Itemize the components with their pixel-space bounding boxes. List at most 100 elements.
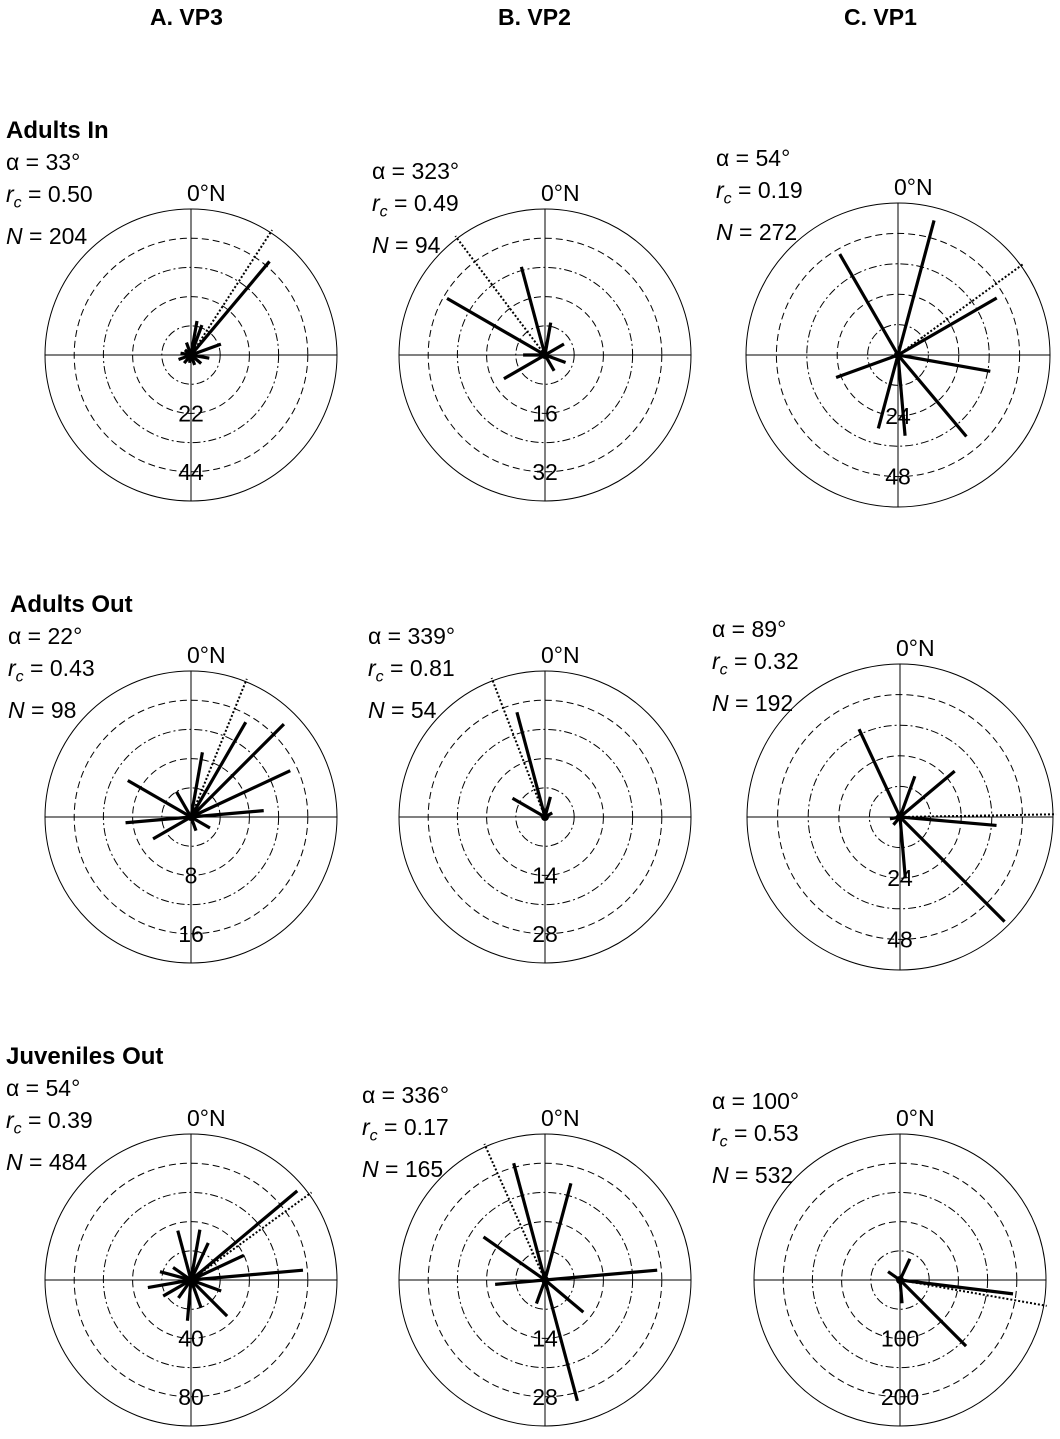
direction-bar xyxy=(189,324,204,356)
column-heading-vp3: A. VP3 xyxy=(150,4,223,30)
n-stat: N = 272 xyxy=(716,218,798,245)
center-point xyxy=(541,351,549,359)
stats-juveniles-out-vp3: α = 54° rc = 0.39 N = 484 xyxy=(6,1072,93,1178)
mean-direction-line xyxy=(897,263,1025,356)
polar-plot-adults-out-vp3: 0°N 8 16 xyxy=(44,642,338,964)
alpha-stat: α = 54° xyxy=(6,1075,81,1101)
ring-label: 80 xyxy=(178,1384,204,1410)
alpha-stat: α = 89° xyxy=(712,616,787,642)
center-point xyxy=(894,351,902,359)
direction-bar xyxy=(189,1242,210,1281)
direction-bar xyxy=(898,815,1006,923)
direction-bar xyxy=(189,1189,299,1282)
direction-bar xyxy=(189,722,286,819)
direction-bar xyxy=(190,1268,304,1282)
direction-bar xyxy=(190,769,291,819)
direction-bar xyxy=(898,1278,968,1348)
direction-bar xyxy=(899,815,997,828)
north-label: 0°N xyxy=(541,180,580,206)
direction-bar xyxy=(190,1253,245,1282)
polar-plot-adults-in-vp1: 0°N 24 48 xyxy=(745,174,1051,508)
direction-bar xyxy=(185,1279,193,1321)
n-stat: N = 98 xyxy=(8,696,77,723)
direction-bar xyxy=(838,253,900,356)
alpha-stat: α = 323° xyxy=(372,158,460,184)
n-stat: N = 54 xyxy=(368,696,437,723)
ring-label: 40 xyxy=(178,1325,204,1351)
ring-label: 200 xyxy=(881,1384,919,1410)
stats-adults-in-vp3: α = 33° rc = 0.50 N = 204 xyxy=(6,146,93,252)
direction-bar xyxy=(189,752,204,818)
polar-plot-adults-out-vp2: 0°N 14 28 xyxy=(398,642,692,964)
direction-bar xyxy=(544,1268,658,1282)
rc-stat: rc = 0.19 xyxy=(716,177,803,208)
north-label: 0°N xyxy=(541,642,580,668)
polar-plot-juveniles-out-vp2: 0°N 14 28 xyxy=(398,1105,692,1427)
n-stat: N = 192 xyxy=(712,689,794,716)
ring-label: 14 xyxy=(532,862,558,888)
direction-bar xyxy=(543,1279,579,1402)
direction-bar xyxy=(896,220,936,356)
mean-direction-line xyxy=(454,235,546,356)
alpha-stat: α = 22° xyxy=(8,623,83,649)
polar-plot-juveniles-out-vp1: 0°N 100 200 xyxy=(753,1105,1047,1427)
alpha-stat: α = 100° xyxy=(712,1088,800,1114)
ring-label: 24 xyxy=(887,865,913,891)
direction-bar xyxy=(897,296,998,357)
direction-bar xyxy=(189,1278,229,1318)
direction-bar xyxy=(189,721,248,818)
mean-direction-line xyxy=(190,678,248,818)
direction-bar xyxy=(543,322,553,356)
column-heading-vp2: B. VP2 xyxy=(498,4,571,30)
stats-adults-in-vp2: α = 323° rc = 0.49 N = 94 xyxy=(372,155,459,261)
rc-stat: rc = 0.39 xyxy=(6,1107,93,1138)
center-point xyxy=(187,1276,195,1284)
direction-bar xyxy=(190,809,264,819)
ring-label: 24 xyxy=(885,403,911,429)
direction-bar xyxy=(515,711,547,818)
mean-direction-line xyxy=(483,1143,546,1281)
n-stat: N = 94 xyxy=(372,231,441,258)
ring-label: 22 xyxy=(178,400,204,426)
direction-bar xyxy=(189,260,271,357)
direction-bar xyxy=(896,353,968,438)
direction-bar xyxy=(147,1278,192,1290)
direction-bar xyxy=(126,779,192,819)
polar-plot-juveniles-out-vp3: 0°N 40 80 xyxy=(44,1105,338,1427)
ring-label: 14 xyxy=(532,1325,558,1351)
north-label: 0°N xyxy=(187,642,226,668)
alpha-stat: α = 33° xyxy=(6,149,81,175)
direction-bar xyxy=(519,266,547,356)
direction-bar xyxy=(876,354,900,429)
ring-label: 48 xyxy=(887,926,913,952)
north-label: 0°N xyxy=(894,174,933,200)
direction-bar xyxy=(534,1279,547,1305)
rc-stat: rc = 0.32 xyxy=(712,648,799,679)
center-point xyxy=(187,351,195,359)
ring-label: 28 xyxy=(532,1384,558,1410)
n-stat: N = 532 xyxy=(712,1161,794,1188)
direction-bar xyxy=(190,342,222,357)
direction-bar xyxy=(159,1270,192,1282)
alpha-stat: α = 339° xyxy=(368,623,456,649)
direction-bar xyxy=(482,1235,546,1282)
stats-adults-out-vp2: α = 339° rc = 0.81 N = 54 xyxy=(368,620,455,726)
direction-bar xyxy=(175,790,193,818)
ring-label: 16 xyxy=(532,400,558,426)
north-label: 0°N xyxy=(896,1105,935,1131)
alpha-stat: α = 54° xyxy=(716,145,791,171)
row-heading-adults-in: Adults In xyxy=(6,117,109,144)
ring-label: 48 xyxy=(885,464,911,490)
direction-bar xyxy=(898,816,907,879)
direction-bar xyxy=(494,1278,546,1286)
direction-bar xyxy=(896,354,907,436)
rc-stat: rc = 0.17 xyxy=(362,1114,449,1145)
direction-bar xyxy=(511,796,546,819)
direction-bar xyxy=(898,769,956,819)
ring-label: 44 xyxy=(178,459,204,485)
stats-juveniles-out-vp2: α = 336° rc = 0.17 N = 165 xyxy=(362,1079,449,1185)
north-label: 0°N xyxy=(896,635,935,661)
mean-direction-line xyxy=(190,229,273,356)
center-point xyxy=(896,813,904,821)
